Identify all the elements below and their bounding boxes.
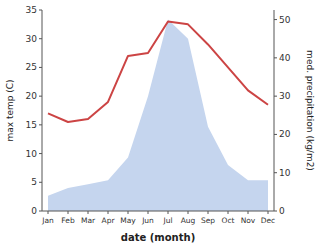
y-tick [39, 96, 42, 97]
marks [48, 20, 268, 211]
y2-tick [274, 211, 277, 212]
y2-axis-label: med. precipitation (kg/m2) [305, 50, 315, 171]
precip-area [48, 20, 268, 211]
x-tick [188, 211, 189, 214]
y-axis-line [42, 10, 43, 211]
y2-tick-label: 0 [279, 206, 285, 216]
y-tick-label: 25 [26, 62, 37, 72]
y2-tick-label: 10 [279, 168, 291, 178]
x-tick-label: Apr [102, 216, 116, 225]
y-tick [39, 153, 42, 154]
x-tick-label: May [120, 216, 136, 225]
y2-tick [274, 96, 277, 97]
x-tick-label: Aug [181, 216, 196, 225]
y2-tick [274, 134, 277, 135]
x-tick-label: Sep [201, 216, 215, 225]
x-tick-label: Jun [141, 216, 154, 225]
y2-tick-label: 20 [279, 129, 291, 139]
y-tick [39, 211, 42, 212]
y2-tick [274, 172, 277, 173]
x-tick [128, 211, 129, 214]
x-tick [228, 211, 229, 214]
x-tick [248, 211, 249, 214]
y2-tick-label: 30 [279, 91, 291, 101]
x-tick-label: Jul [162, 216, 172, 225]
y-tick [39, 10, 42, 11]
y2-tick [274, 57, 277, 58]
x-tick-label: Feb [61, 216, 75, 225]
y-tick [39, 67, 42, 68]
x-tick [168, 211, 169, 214]
y-tick [39, 38, 42, 39]
y2-tick-label: 40 [279, 53, 291, 63]
y2-tick [274, 19, 277, 20]
x-tick-label: Oct [222, 216, 235, 225]
y-tick-label: 15 [26, 120, 37, 130]
y-tick-label: 0 [31, 206, 37, 216]
x-tick-label: Nov [241, 216, 256, 225]
y-tick-label: 35 [26, 5, 37, 15]
temp-line [48, 21, 268, 122]
y-tick-label: 5 [31, 177, 37, 187]
x-axis-label: date (month) [121, 232, 195, 243]
x-tick-label: Jan [41, 216, 54, 225]
x-tick [148, 211, 149, 214]
y-tick-label: 20 [26, 91, 38, 101]
y-tick-label: 30 [26, 34, 38, 44]
x-tick [68, 211, 69, 214]
y-axis-label: max temp (C) [5, 79, 15, 141]
y-tick-label: 10 [26, 149, 38, 159]
x-axis-line [42, 211, 274, 212]
y-tick [39, 124, 42, 125]
y2-tick-label: 50 [279, 15, 291, 25]
y-tick [39, 182, 42, 183]
x-tick [88, 211, 89, 214]
chart-container: 0 5 10 15 20 25 30 35 0 10 20 30 40 50 Jan Feb Mar Apr May… [0, 0, 318, 247]
x-tick-label: Dec [261, 216, 276, 225]
x-tick [268, 211, 269, 214]
chart: 0 5 10 15 20 25 30 35 0 10 20 30 40 50 Jan Feb Mar Apr May… [0, 0, 318, 247]
x-tick-label: Mar [81, 216, 96, 225]
x-tick [108, 211, 109, 214]
y2-axis-line [274, 10, 275, 211]
x-tick [48, 211, 49, 214]
x-tick [208, 211, 209, 214]
